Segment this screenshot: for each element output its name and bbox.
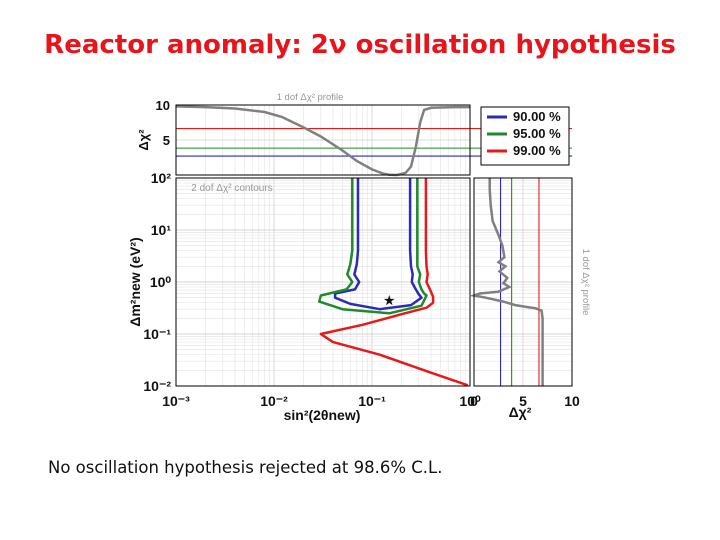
right-panel-xlabel: Δχ² bbox=[509, 404, 532, 420]
main-panel-ytick-label: 10⁰ bbox=[150, 274, 172, 290]
right-panel-xtick-label: 10 bbox=[564, 393, 580, 409]
main-panel-xlabel: sin²(2θnew) bbox=[284, 407, 361, 423]
contour-c95 bbox=[318, 178, 428, 315]
right-panel-title: 1 dof Δχ² profile bbox=[580, 249, 591, 316]
legend-label-1: 95.00 % bbox=[513, 126, 561, 141]
top-panel-profile-curve bbox=[175, 105, 470, 177]
best-fit-marker: ★ bbox=[384, 294, 395, 308]
legend-label-2: 99.00 % bbox=[513, 143, 561, 158]
main-panel-xtick-label: 10⁻² bbox=[260, 393, 288, 409]
right-panel-1dof-profile: 0 5 10 Δχ² 1 dof Δχ² profile bbox=[469, 177, 591, 420]
right-panel-profile-curve bbox=[469, 178, 544, 386]
slide-title: Reactor anomaly: 2ν oscillation hypothes… bbox=[44, 30, 676, 60]
right-panel-frame bbox=[473, 177, 573, 387]
contour-c90 bbox=[333, 178, 423, 311]
contour-c99 bbox=[319, 178, 469, 387]
top-panel-frame bbox=[175, 104, 471, 176]
main-panel-frame bbox=[175, 177, 471, 387]
main-panel-ylabel: Δm²new (eV²) bbox=[127, 237, 143, 326]
main-panel-ytick-label: 10⁻¹ bbox=[143, 326, 171, 342]
main-panel-xtick-label: 10⁻¹ bbox=[358, 393, 386, 409]
right-panel-xtick-label: 5 bbox=[519, 393, 527, 409]
top-panel-ylabel: Δχ² bbox=[136, 129, 151, 151]
main-panel-ytick-label: 10¹ bbox=[151, 222, 172, 238]
top-panel-title: 1 dof Δχ² profile bbox=[277, 92, 344, 103]
right-panel-xtick-label: 0 bbox=[470, 393, 478, 409]
main-panel-ytick-label: 10² bbox=[151, 170, 172, 186]
top-panel-ytick-label: 5 bbox=[163, 133, 170, 148]
chart-legend: 90.00 % 95.00 % 99.00 % bbox=[480, 106, 570, 166]
legend-label-0: 90.00 % bbox=[513, 109, 561, 124]
main-panel-xtick-label: 10⁰ bbox=[459, 393, 481, 409]
main-panel-title: 2 dof Δχ² contours bbox=[191, 183, 272, 194]
top-panel-1dof-profile: 1 dof Δχ² profile 5 10 Δχ² bbox=[136, 92, 572, 177]
main-panel-ytick-label: 10⁻² bbox=[143, 378, 171, 394]
slide-caption: No oscillation hypothesis rejected at 98… bbox=[48, 458, 443, 477]
top-panel-ytick-label: 10 bbox=[156, 98, 170, 113]
main-panel-xtick-label: 10⁻³ bbox=[162, 393, 190, 409]
